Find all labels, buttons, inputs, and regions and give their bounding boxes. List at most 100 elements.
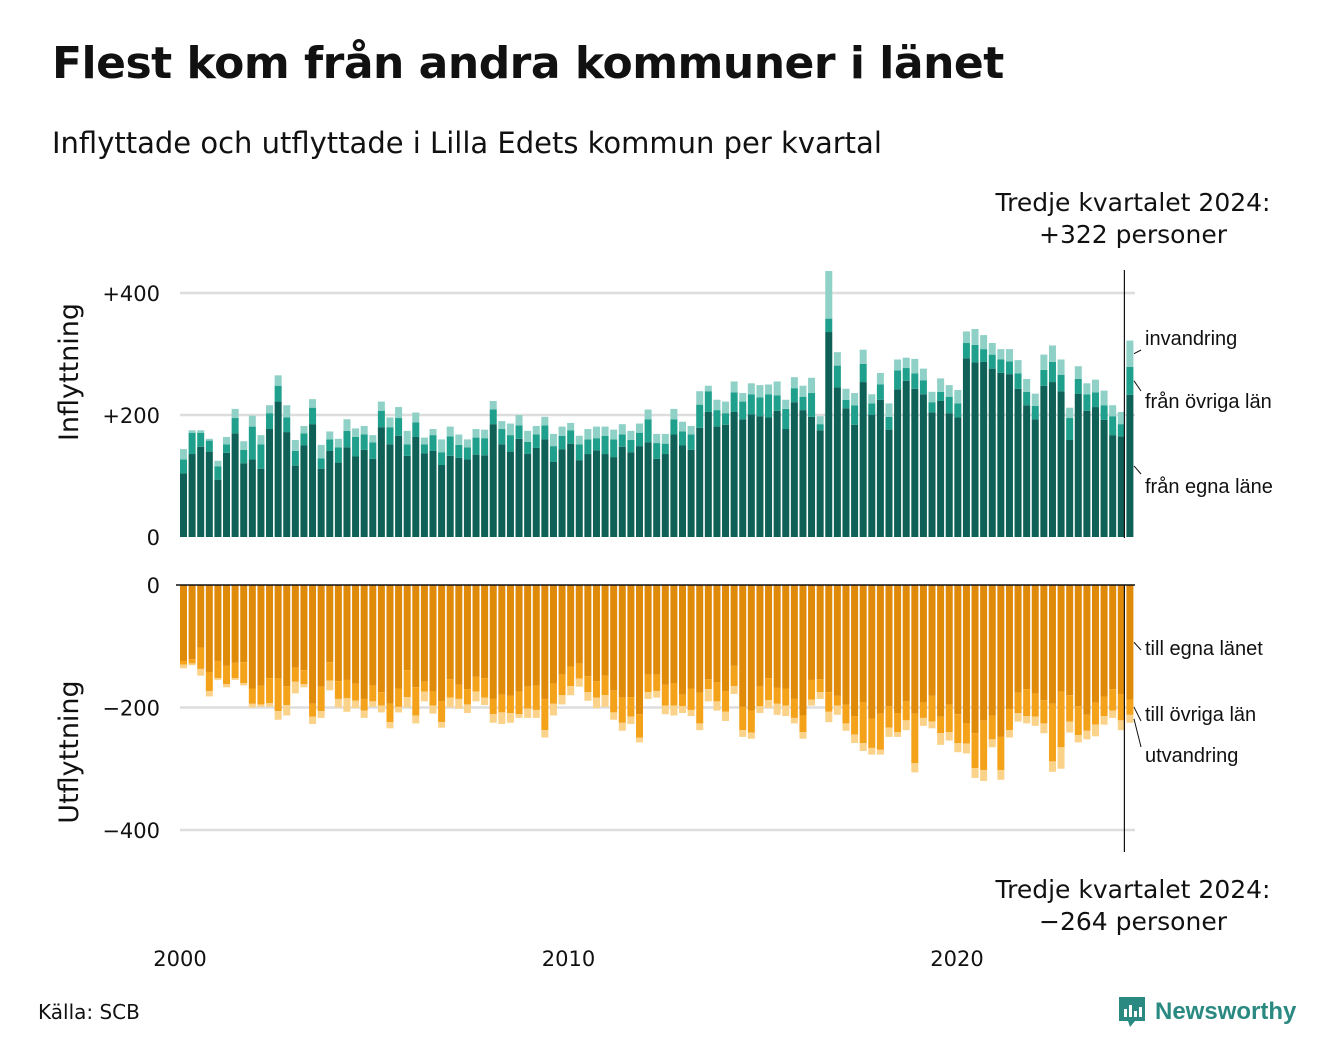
bar-outflow-utvandring: [498, 712, 506, 725]
bar-outflow-ovriga: [730, 665, 738, 687]
bar-inflow-ovriga: [945, 396, 953, 414]
bar-outflow-ovriga: [524, 686, 532, 709]
bar-outflow-utvandring: [1074, 735, 1082, 743]
bar-outflow-ovriga: [661, 684, 669, 706]
inflow-y-tick-label: +200: [102, 404, 160, 428]
outflow-annotation-value: −264 personer: [1039, 907, 1228, 936]
bar-inflow-invandring: [334, 438, 342, 448]
bar-outflow-utvandring: [1091, 724, 1099, 737]
bar-outflow-utvandring: [369, 701, 377, 707]
bar-outflow-utvandring: [283, 705, 291, 716]
bar-inflow-invandring: [833, 352, 841, 366]
bar-inflow-invandring: [653, 433, 661, 444]
bar-inflow-invandring: [205, 438, 213, 441]
bar-outflow-egna: [928, 585, 936, 696]
bar-inflow-egna: [1100, 419, 1108, 537]
bar-inflow-egna: [300, 445, 308, 537]
bar-outflow-egna: [661, 585, 669, 685]
bar-outflow-ovriga: [928, 695, 936, 722]
chart-title: Flest kom från andra kommuner i länet: [52, 38, 1004, 89]
bar-inflow-egna: [653, 458, 661, 537]
bar-outflow-utvandring: [412, 715, 420, 724]
bar-inflow-invandring: [911, 358, 919, 374]
bar-inflow-egna: [842, 408, 850, 537]
bar-outflow-utvandring: [894, 732, 902, 737]
bar-outflow-utvandring: [765, 700, 773, 709]
bar-outflow-egna: [825, 585, 833, 693]
bar-outflow-ovriga: [369, 685, 377, 702]
bar-inflow-invandring: [352, 428, 360, 437]
bar-outflow-egna: [859, 585, 867, 702]
bar-outflow-utvandring: [326, 680, 334, 691]
bar-outflow-egna: [240, 585, 248, 663]
bar-inflow-invandring: [498, 421, 506, 430]
bar-outflow-utvandring: [429, 705, 437, 714]
bar-inflow-egna: [627, 452, 635, 537]
bar-outflow-ovriga: [1040, 700, 1048, 724]
bar-inflow-invandring: [902, 357, 910, 369]
bar-inflow-ovriga: [412, 422, 420, 437]
bar-inflow-egna: [291, 465, 299, 537]
bar-inflow-ovriga: [808, 393, 816, 417]
bar-inflow-invandring: [765, 384, 773, 395]
bar-outflow-ovriga: [894, 713, 902, 732]
bar-outflow-egna: [455, 585, 463, 685]
bar-inflow-invandring: [291, 440, 299, 451]
bar-inflow-invandring: [722, 401, 730, 414]
bar-outflow-egna: [360, 585, 368, 699]
bar-outflow-utvandring: [515, 714, 523, 718]
bar-outflow-ovriga: [782, 688, 790, 706]
bar-outflow-ovriga: [679, 694, 687, 707]
bar-outflow-ovriga: [696, 692, 704, 724]
bar-outflow-utvandring: [868, 747, 876, 755]
bar-outflow-egna: [248, 585, 256, 689]
bar-inflow-egna: [945, 413, 953, 537]
bar-outflow-egna: [644, 585, 652, 675]
bar-inflow-ovriga: [377, 410, 385, 428]
bar-inflow-egna: [498, 444, 506, 537]
bar-inflow-ovriga: [240, 449, 248, 464]
inflow-series-label: från egna läne: [1145, 476, 1273, 498]
bar-outflow-utvandring: [851, 734, 859, 744]
bar-outflow-ovriga: [446, 679, 454, 698]
bar-outflow-ovriga: [644, 674, 652, 693]
inflow-label-leader: [1133, 349, 1142, 355]
bar-inflow-invandring: [266, 405, 274, 414]
bar-outflow-utvandring: [713, 701, 721, 711]
bar-outflow-egna: [438, 585, 446, 702]
bar-outflow-egna: [446, 585, 454, 680]
bar-outflow-egna: [670, 585, 678, 683]
bar-inflow-ovriga: [343, 430, 351, 448]
bar-inflow-invandring: [472, 429, 480, 438]
bar-outflow-ovriga: [567, 666, 575, 687]
bar-inflow-ovriga: [223, 444, 231, 453]
bar-inflow-egna: [343, 447, 351, 537]
bar-outflow-ovriga: [1109, 689, 1117, 711]
bar-inflow-invandring: [1014, 360, 1022, 374]
bar-inflow-invandring: [541, 416, 549, 426]
bar-inflow-ovriga: [618, 434, 626, 447]
bar-inflow-invandring: [360, 425, 368, 435]
bar-outflow-ovriga: [713, 682, 721, 702]
bar-outflow-ovriga: [1083, 714, 1091, 731]
bar-outflow-egna: [369, 585, 377, 686]
bar-inflow-egna: [782, 429, 790, 537]
bar-inflow-invandring: [231, 408, 239, 419]
bar-outflow-utvandring: [438, 722, 446, 728]
bar-outflow-ovriga: [722, 690, 730, 712]
bar-outflow-ovriga: [197, 647, 205, 669]
bar-inflow-ovriga: [1057, 374, 1065, 392]
bar-outflow-egna: [463, 585, 471, 690]
bar-outflow-ovriga: [653, 674, 661, 691]
bar-inflow-invandring: [309, 399, 317, 408]
outflow-label-leader: [1133, 718, 1142, 748]
bar-inflow-ovriga: [601, 435, 609, 455]
bar-outflow-egna: [266, 585, 274, 679]
bar-outflow-utvandring: [541, 730, 549, 738]
bar-outflow-utvandring: [352, 700, 360, 709]
bar-outflow-ovriga: [300, 670, 308, 685]
bar-inflow-ovriga: [1083, 394, 1091, 411]
bar-outflow-ovriga: [343, 679, 351, 699]
bar-inflow-invandring: [481, 429, 489, 439]
bar-inflow-invandring: [1100, 390, 1108, 406]
